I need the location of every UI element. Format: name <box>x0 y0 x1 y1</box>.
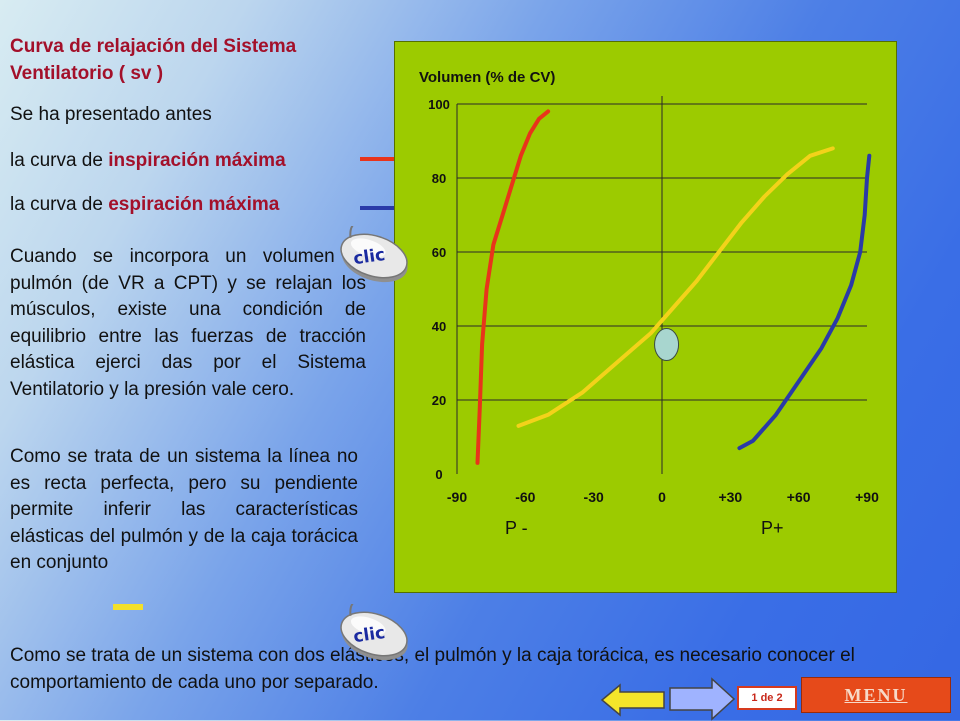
chart-title: Volumen (% de CV) <box>419 69 555 86</box>
x-tick-label: +30 <box>718 489 742 505</box>
x-tick-label: -90 <box>447 489 467 505</box>
x-tick-label: -60 <box>515 489 535 505</box>
clic-label-2: clic <box>352 623 386 647</box>
x-tick-label: +90 <box>855 489 879 505</box>
intro-text: Se ha presentado antes <box>10 104 212 125</box>
negative-pressure-label: P - <box>505 518 528 538</box>
expiration-prefix: la curva de <box>10 194 109 215</box>
y-tick-label: 0 <box>435 467 442 482</box>
page-indicator: 1 de 2 <box>737 686 797 710</box>
equilibrium-point <box>654 328 680 361</box>
y-tick-label: 100 <box>428 97 450 112</box>
clic-mouse-button-2[interactable]: clic <box>334 604 414 664</box>
back-arrow-icon[interactable] <box>600 683 666 717</box>
chart-grid <box>456 96 867 474</box>
inspiration-bold: inspiración máxima <box>108 150 286 171</box>
relaxation-curve <box>516 146 835 428</box>
x-tick-label: +60 <box>787 489 811 505</box>
expiration-bold: espiración máxima <box>108 194 280 215</box>
inspiration-prefix: la curva de <box>10 150 109 171</box>
paragraph-equilibrium: Cuando se incorpora un volumen al pulmón… <box>10 246 366 400</box>
forward-arrow-icon[interactable] <box>668 677 736 721</box>
expiration-curve <box>737 153 872 451</box>
menu-button[interactable]: MENU <box>801 677 951 713</box>
inspiration-curve <box>475 109 551 465</box>
x-tick-label: 0 <box>658 489 666 505</box>
inspiration-label: la curva de inspiración máxima <box>10 150 286 172</box>
expiration-label: la curva de espiración máxima <box>10 194 279 216</box>
y-tick-label: 20 <box>432 393 446 408</box>
inspiration-legend-line <box>360 157 396 161</box>
clic-label: clic <box>352 245 386 269</box>
relaxation-legend-line <box>113 604 143 610</box>
chart-ticks: 0 20 40 60 80 100 -90 -60 -30 0 +30 +60 +90 <box>428 97 879 505</box>
y-tick-label: 60 <box>432 245 446 260</box>
paragraph-slope: Como se trata de un sistema la línea no … <box>10 446 358 574</box>
bottom-text: Como se trata de un sistema con dos elás… <box>10 645 855 693</box>
relaxation-chart: Volumen (% de CV) 0 20 40 60 80 100 -90 -60 -30 0… <box>394 41 897 593</box>
y-tick-label: 80 <box>432 171 446 186</box>
clic-mouse-button[interactable]: clic <box>334 226 414 286</box>
expiration-legend-line <box>360 206 396 210</box>
slide-title: Curva de relajación del Sistema Ventilat… <box>10 36 297 84</box>
x-tick-label: -30 <box>584 489 604 505</box>
positive-pressure-label: P+ <box>761 518 784 538</box>
y-tick-label: 40 <box>432 319 446 334</box>
chart-series <box>475 109 872 465</box>
